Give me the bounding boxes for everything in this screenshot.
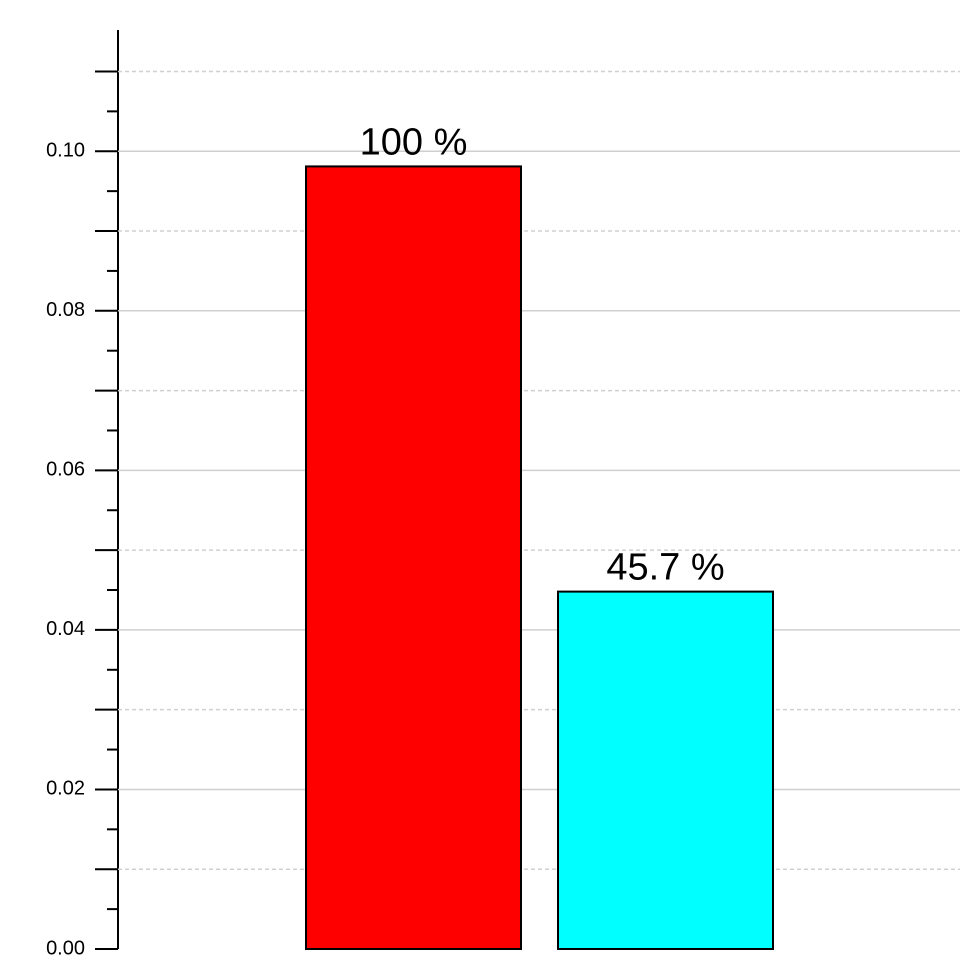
bar: [305, 165, 522, 950]
bar-annotation: 100 %: [360, 121, 468, 163]
bar-annotation: 45.7 %: [606, 547, 724, 589]
y-tick-label: 0.10: [46, 140, 85, 162]
bar: [557, 590, 774, 950]
y-tick-label: 0.02: [46, 778, 85, 800]
y-tick-label: 0.00: [46, 937, 85, 959]
y-tick-label: 0.06: [46, 459, 85, 481]
y-tick-label: 0.04: [46, 618, 85, 640]
y-tick-label: 0.08: [46, 299, 85, 321]
